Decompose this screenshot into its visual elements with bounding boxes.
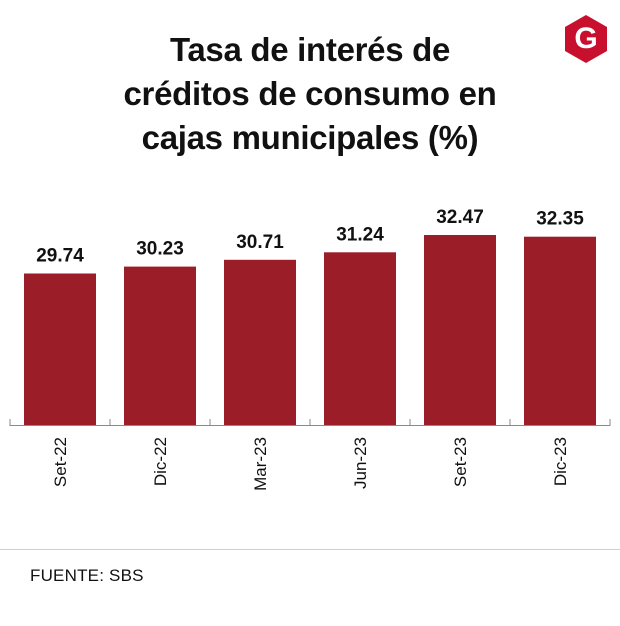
x-axis [9, 419, 611, 426]
bar-set-22 [24, 273, 96, 425]
chart-title-line: Tasa de interés de [169, 31, 451, 68]
bar-dic-23 [524, 236, 596, 425]
value-label: 29.74 [36, 246, 84, 267]
bar-set-23 [424, 235, 496, 425]
logo-hexagon-shape [565, 15, 607, 63]
value-labels-layer: 29.74 30.23 30.71 31.24 32.47 32.35 [36, 207, 584, 267]
value-label: 32.47 [436, 207, 484, 228]
value-label: 30.23 [136, 239, 184, 260]
x-tick-label: Jun-23 [351, 437, 370, 489]
bar-dic-22 [124, 266, 196, 425]
value-label: 31.24 [336, 224, 384, 245]
chart-title-line: créditos de consumo en [123, 75, 497, 112]
chart-title-line: cajas municipales (%) [141, 119, 479, 156]
x-tick-label: Set-23 [451, 437, 470, 487]
brand-logo: G [565, 15, 607, 63]
bar-chart: 29.74 30.23 30.71 31.24 32.47 32.35 Set-22 Dic… [9, 207, 611, 491]
source-note: FUENTE: SBS [30, 566, 144, 585]
chart-title: Tasa de interés de créditos de consumo e… [60, 28, 560, 160]
bars-layer [24, 235, 596, 425]
x-tick-label: Mar-23 [251, 437, 270, 491]
logo-letter: G [574, 22, 597, 55]
value-label: 32.35 [536, 209, 584, 230]
bar-mar-23 [224, 259, 296, 425]
x-tick-label: Dic-22 [151, 437, 170, 486]
bar-jun-23 [324, 252, 396, 425]
x-tick-label: Set-22 [51, 437, 70, 487]
x-tick-label: Dic-23 [551, 437, 570, 486]
footer-divider [0, 549, 620, 550]
x-tick-labels-layer: Set-22 Dic-22 Mar-23 Jun-23 Set-23 Dic-23 [51, 437, 570, 491]
value-label: 30.71 [236, 232, 284, 253]
